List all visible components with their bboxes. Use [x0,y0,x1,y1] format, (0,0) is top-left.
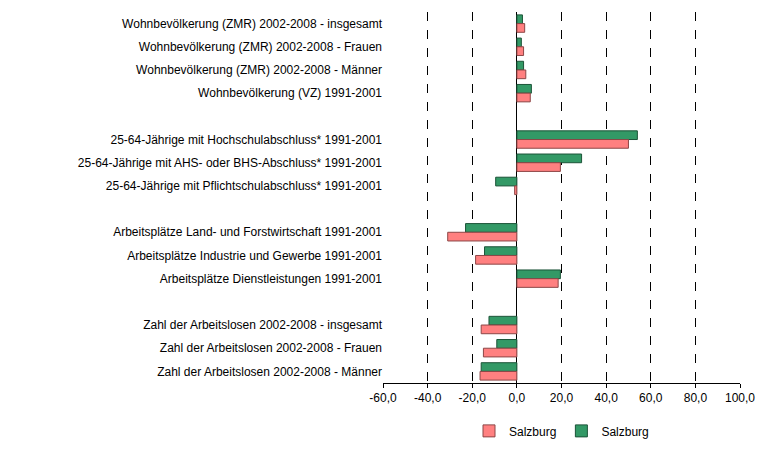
svg-text:Wohnbevölkerung (ZMR) 2002-200: Wohnbevölkerung (ZMR) 2002-2008 - Männer [136,63,382,77]
svg-text:20,0: 20,0 [550,391,574,405]
svg-text:100,0: 100,0 [725,391,755,405]
svg-text:Salzburg: Salzburg [509,425,556,439]
svg-text:Zahl der Arbeitslosen 2002-200: Zahl der Arbeitslosen 2002-2008 - Frauen [160,341,382,355]
svg-text:-20,0: -20,0 [459,391,487,405]
svg-text:25-64-Jährige mit Hochschulabs: 25-64-Jährige mit Hochschulabschluss* 19… [111,133,383,147]
svg-text:25-64-Jährige mit AHS- oder BH: 25-64-Jährige mit AHS- oder BHS-Abschlus… [78,156,382,170]
svg-text:-60,0: -60,0 [369,391,397,405]
svg-text:Arbeitsplätze Dienstleistungen: Arbeitsplätze Dienstleistungen 1991-2001 [160,272,382,286]
svg-text:Arbeitsplätze Industrie und Ge: Arbeitsplätze Industrie und Gewerbe 1991… [127,249,382,263]
svg-text:40,0: 40,0 [594,391,618,405]
svg-text:Zahl der Arbeitslosen 2002-200: Zahl der Arbeitslosen 2002-2008 - insges… [143,318,382,332]
svg-text:Salzburg: Salzburg [601,425,648,439]
svg-text:-40,0: -40,0 [414,391,442,405]
svg-text:Wohnbevölkerung (ZMR) 2002-200: Wohnbevölkerung (ZMR) 2002-2008 - insges… [122,17,383,31]
svg-text:Zahl der Arbeitslosen 2002-200: Zahl der Arbeitslosen 2002-2008 - Männer [157,365,382,379]
svg-text:60,0: 60,0 [639,391,663,405]
svg-text:80,0: 80,0 [684,391,708,405]
svg-text:Arbeitsplätze Land- und Forstw: Arbeitsplätze Land- und Forstwirtschaft … [113,225,382,239]
svg-text:0,0: 0,0 [509,391,526,405]
svg-text:Wohnbevölkerung (VZ) 1991-2001: Wohnbevölkerung (VZ) 1991-2001 [198,86,382,100]
svg-text:25-64-Jährige mit Pflichtschul: 25-64-Jährige mit Pflichtschulabschluss*… [106,179,382,193]
svg-text:Wohnbevölkerung (ZMR) 2002-200: Wohnbevölkerung (ZMR) 2002-2008 - Frauen [139,40,382,54]
